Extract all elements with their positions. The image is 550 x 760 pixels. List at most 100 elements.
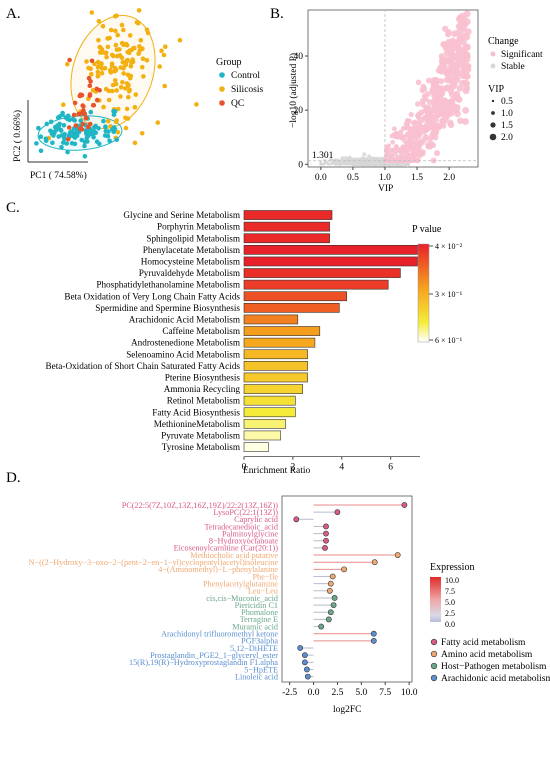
- bar-label: Pterine Biosynthesis: [165, 373, 241, 383]
- pca-point-silicosis: [138, 38, 144, 43]
- bar-label: Androstenedione Metabolism: [131, 338, 240, 348]
- legend-size-swatch: [491, 111, 495, 115]
- colorbar-tick-label: 3 × 10⁻¹: [435, 290, 463, 299]
- lollipop-label: 5−HpETE: [244, 665, 278, 674]
- volcano-point-stable: [340, 156, 345, 160]
- legend-size-swatch: [490, 122, 496, 128]
- lollipop-point: [293, 516, 300, 523]
- volcano-point-significant: [441, 109, 448, 116]
- bar: [243, 442, 269, 452]
- lollipop-point: [371, 559, 378, 566]
- bar: [243, 245, 418, 255]
- x-tick-label: 2.0: [443, 173, 455, 183]
- pca-point-silicosis: [96, 37, 101, 43]
- pca-point-silicosis: [95, 69, 101, 75]
- pca-point-silicosis: [127, 48, 133, 53]
- lollipop-point: [394, 552, 401, 558]
- volcano-point-significant: [413, 143, 420, 150]
- pca-point-silicosis: [120, 80, 125, 85]
- panel-b-y-label: −log10 (adjusted P): [288, 53, 299, 128]
- volcano-point-significant: [463, 43, 471, 51]
- volcano-point-significant: [452, 71, 460, 78]
- pca-point-silicosis: [113, 81, 119, 87]
- pca-point-silicosis: [132, 140, 138, 146]
- x-tick-label: 4: [339, 463, 344, 473]
- pca-point-silicosis: [161, 52, 167, 58]
- pca-point-silicosis: [113, 28, 118, 34]
- pca-point-control: [59, 144, 64, 150]
- panel-b-vip-title: VIP: [488, 84, 505, 95]
- pca-point-control: [67, 130, 73, 135]
- lollipop-label: 15(R),19(R)−Hydroxyprostaglandin F1.alph…: [129, 658, 278, 667]
- pca-point-qc: [65, 136, 71, 142]
- pca-point-silicosis: [121, 71, 126, 76]
- volcano-point-significant: [435, 92, 442, 99]
- lollipop-point: [323, 523, 329, 530]
- pca-point-silicosis: [107, 35, 112, 41]
- x-tick-label: 2.5: [332, 688, 344, 698]
- pca-point-control: [38, 148, 44, 154]
- volcano-point-stable: [362, 161, 367, 166]
- pca-point-control: [85, 128, 90, 134]
- pca-point-silicosis: [159, 48, 164, 54]
- pca-point-control: [55, 123, 60, 128]
- y-tick-label: 40: [294, 52, 304, 62]
- volcano-point-significant: [454, 54, 462, 61]
- pca-point-control: [94, 139, 100, 144]
- pca-point-qc: [90, 103, 96, 108]
- pca-point-control: [88, 109, 94, 115]
- pca-point-control: [101, 118, 106, 124]
- bar-label: Beta-Oxidation of Short Chain Saturated …: [46, 361, 241, 371]
- volcano-point-significant: [456, 26, 464, 34]
- pca-point-silicosis: [90, 88, 96, 93]
- volcano-point-significant: [416, 133, 422, 139]
- lollipop-label: Piericidin C1: [235, 601, 278, 610]
- volcano-point-significant: [433, 150, 441, 157]
- volcano-point-significant: [451, 40, 458, 47]
- bar-label: Pyruvaldehyde Metabolism: [139, 268, 240, 278]
- pca-point-silicosis: [61, 102, 66, 107]
- bar-label: Phenylacetate Metabolism: [143, 245, 240, 255]
- pca-point-control: [82, 154, 88, 159]
- bar-label: Arachidonic Acid Metabolism: [129, 315, 240, 325]
- volcano-point-stable: [374, 158, 379, 163]
- lollipop-point: [341, 566, 347, 573]
- pathway-legend-label: Host−Pathogen metabolism: [441, 662, 547, 672]
- lollipop-point: [318, 623, 325, 630]
- pca-point-qc: [77, 93, 83, 99]
- panel-b-legend: Significant Stable 0.5 1.0 1.5 2.0: [489, 49, 543, 143]
- volcano-point-significant: [390, 139, 396, 145]
- legend-swatch-silicosis: [219, 86, 225, 92]
- pca-point-silicosis: [157, 64, 162, 69]
- volcano-point-stable: [341, 161, 345, 166]
- pca-point-silicosis: [124, 106, 130, 112]
- volcano-point-significant: [417, 150, 424, 156]
- lollipop-point: [331, 595, 338, 601]
- volcano-point-significant: [459, 38, 467, 46]
- pca-point-control: [43, 138, 49, 143]
- pca-point-silicosis: [118, 94, 123, 99]
- bar: [243, 430, 282, 441]
- pca-point-control: [48, 119, 54, 125]
- legend-size-swatch: [489, 133, 497, 141]
- pca-point-silicosis: [102, 50, 107, 56]
- volcano-point-significant: [448, 53, 455, 60]
- pca-point-control: [111, 129, 116, 135]
- pca-point-silicosis: [124, 81, 130, 86]
- pca-point-silicosis: [113, 68, 119, 73]
- lollipop-label: N−((2−Hydroxy−3−oxo−2−(pent−2−en−1−yl)cy…: [29, 558, 279, 567]
- pca-point-qc: [80, 121, 86, 127]
- bar-label: Porphyrin Metabolism: [157, 222, 240, 232]
- pca-point-qc: [86, 124, 91, 130]
- pca-point-silicosis: [144, 58, 150, 63]
- pca-point-qc: [73, 123, 79, 128]
- volcano-point-significant: [462, 69, 469, 77]
- pca-point-silicosis: [123, 115, 128, 121]
- panel-d-letter: D.: [6, 470, 21, 486]
- panel-b-volcano-plot: 1.301 0.0 0.5 1.0 1.5 2.0 0 20 40: [294, 10, 478, 183]
- pca-point-qc: [72, 100, 78, 106]
- pca-point-silicosis: [194, 102, 199, 107]
- pca-point-silicosis: [92, 61, 97, 67]
- pca-point-silicosis: [145, 30, 151, 36]
- pca-point-qc: [80, 103, 85, 108]
